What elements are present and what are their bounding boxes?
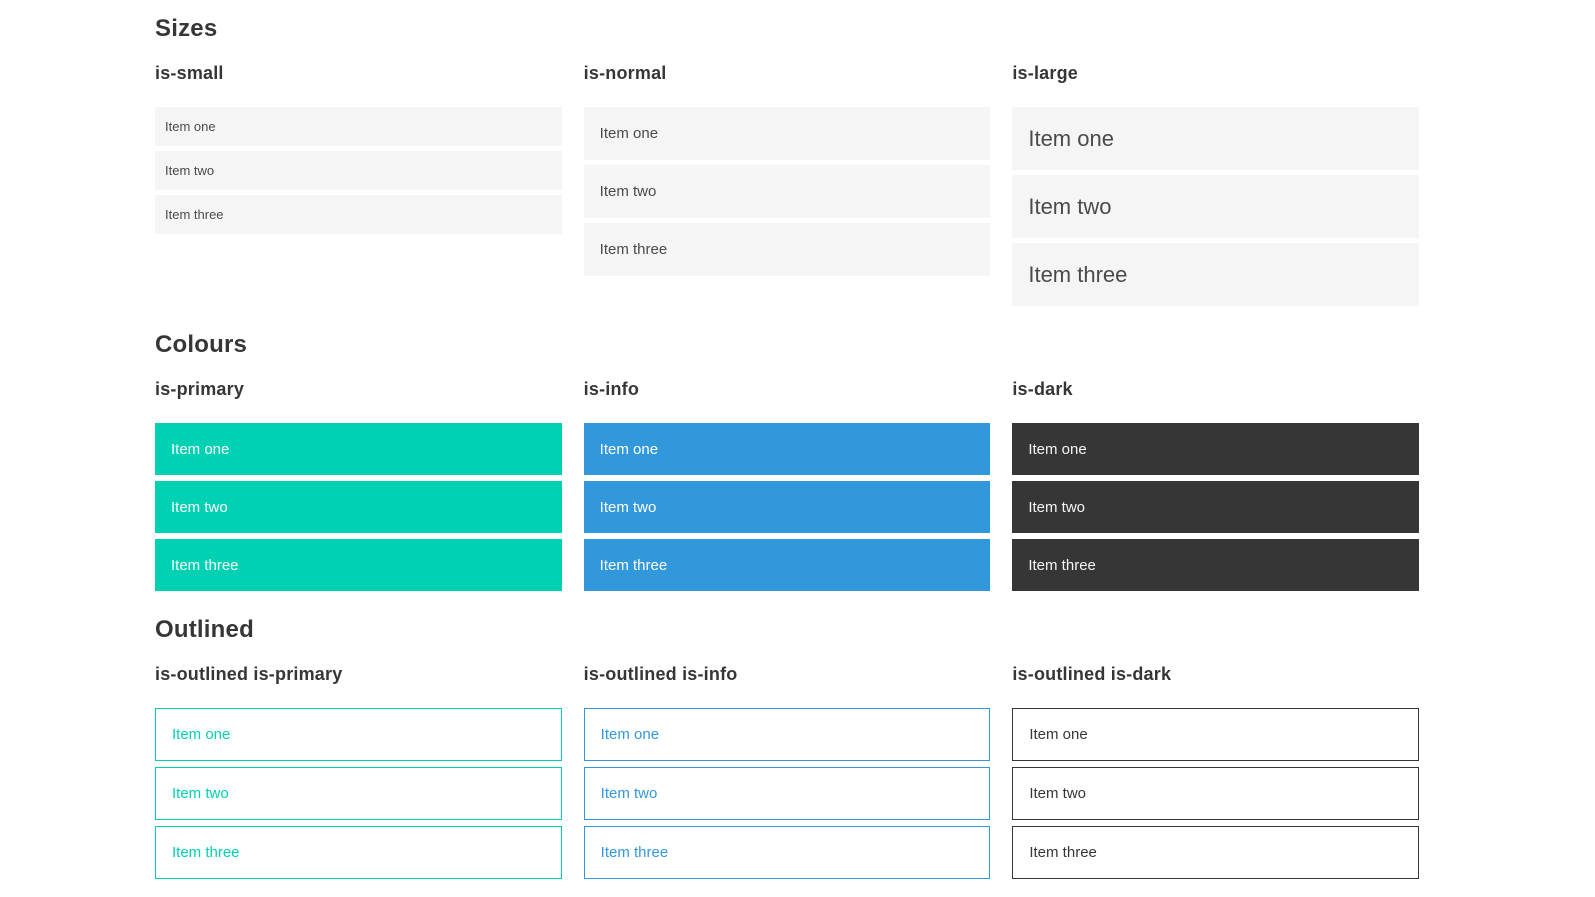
column-is-info: is-info Item one Item two Item three (583, 379, 991, 591)
section-title: Sizes (155, 15, 218, 42)
list-item[interactable]: Item two (583, 767, 991, 820)
list-item[interactable]: Item one (155, 708, 562, 761)
list-item[interactable]: Item three (155, 539, 562, 591)
list-item[interactable]: Item two (1012, 481, 1420, 533)
list-item[interactable]: Item three (155, 826, 562, 879)
column-heading: is-info (583, 379, 640, 399)
list-item[interactable]: Item three (583, 539, 991, 591)
list-large: Item one Item two Item three (1012, 107, 1420, 306)
section-title: Colours (155, 331, 248, 358)
list-item[interactable]: Item one (155, 107, 562, 146)
list-item[interactable]: Item three (1012, 243, 1420, 306)
list-item[interactable]: Item two (155, 767, 562, 820)
list-outlined-dark: Item one Item two Item three (1012, 708, 1420, 879)
list-normal: Item one Item two Item three (583, 107, 991, 276)
column-heading: is-normal (583, 63, 667, 83)
section-sizes: Sizes is-small Item one Item two Item three i… (155, 15, 1420, 306)
column-heading: is-primary (155, 379, 245, 399)
column-is-outlined-is-dark: is-outlined is-dark Item one Item two Item … (1012, 664, 1420, 879)
column-is-outlined-is-primary: is-outlined is-primary Item one Item two It… (155, 664, 562, 879)
list-item[interactable]: Item two (583, 481, 991, 533)
column-is-small: is-small Item one Item two Item three (155, 63, 562, 306)
list-item[interactable]: Item one (1012, 708, 1420, 761)
list-item[interactable]: Item three (155, 195, 562, 234)
content: Sizes is-small Item one Item two Item three i… (155, 15, 1420, 879)
list-item[interactable]: Item three (583, 223, 991, 276)
column-heading: is-outlined is-primary (155, 664, 343, 684)
list-item[interactable]: Item two (583, 165, 991, 218)
list-item[interactable]: Item one (583, 708, 991, 761)
list-item[interactable]: Item two (155, 481, 562, 533)
list-primary: Item one Item two Item three (155, 423, 562, 591)
list-item[interactable]: Item one (155, 423, 562, 475)
list-outlined-info: Item one Item two Item three (583, 708, 991, 879)
section-outlined: Outlined is-outlined is-primary Item one It… (155, 616, 1420, 879)
column-heading: is-dark (1012, 379, 1073, 399)
section-title: Outlined (155, 616, 254, 643)
list-item[interactable]: Item one (583, 423, 991, 475)
column-heading: is-small (155, 63, 224, 83)
column-heading: is-large (1012, 63, 1078, 83)
list-item[interactable]: Item three (1012, 826, 1420, 879)
list-small: Item one Item two Item three (155, 107, 562, 234)
list-item[interactable]: Item two (155, 151, 562, 190)
columns-row: is-outlined is-primary Item one Item two It… (155, 664, 1420, 879)
column-is-normal: is-normal Item one Item two Item three (583, 63, 991, 306)
section-colours: Colours is-primary Item one Item two Item th… (155, 331, 1420, 591)
list-item[interactable]: Item three (583, 826, 991, 879)
columns-row: is-primary Item one Item two Item three is-i… (155, 379, 1420, 591)
columns-row: is-small Item one Item two Item three is-nor… (155, 63, 1420, 306)
column-is-outlined-is-info: is-outlined is-info Item one Item two Item … (583, 664, 991, 879)
list-item[interactable]: Item two (1012, 767, 1420, 820)
list-item[interactable]: Item one (583, 107, 991, 160)
column-is-large: is-large Item one Item two Item three (1012, 63, 1420, 306)
column-heading: is-outlined is-info (583, 664, 738, 684)
column-is-primary: is-primary Item one Item two Item three (155, 379, 562, 591)
list-outlined-primary: Item one Item two Item three (155, 708, 562, 879)
list-item[interactable]: Item three (1012, 539, 1420, 591)
list-item[interactable]: Item one (1012, 107, 1420, 170)
list-item[interactable]: Item two (1012, 175, 1420, 238)
list-item[interactable]: Item one (1012, 423, 1420, 475)
list-info: Item one Item two Item three (583, 423, 991, 591)
column-heading: is-outlined is-dark (1012, 664, 1172, 684)
column-is-dark: is-dark Item one Item two Item three (1012, 379, 1420, 591)
list-dark: Item one Item two Item three (1012, 423, 1420, 591)
